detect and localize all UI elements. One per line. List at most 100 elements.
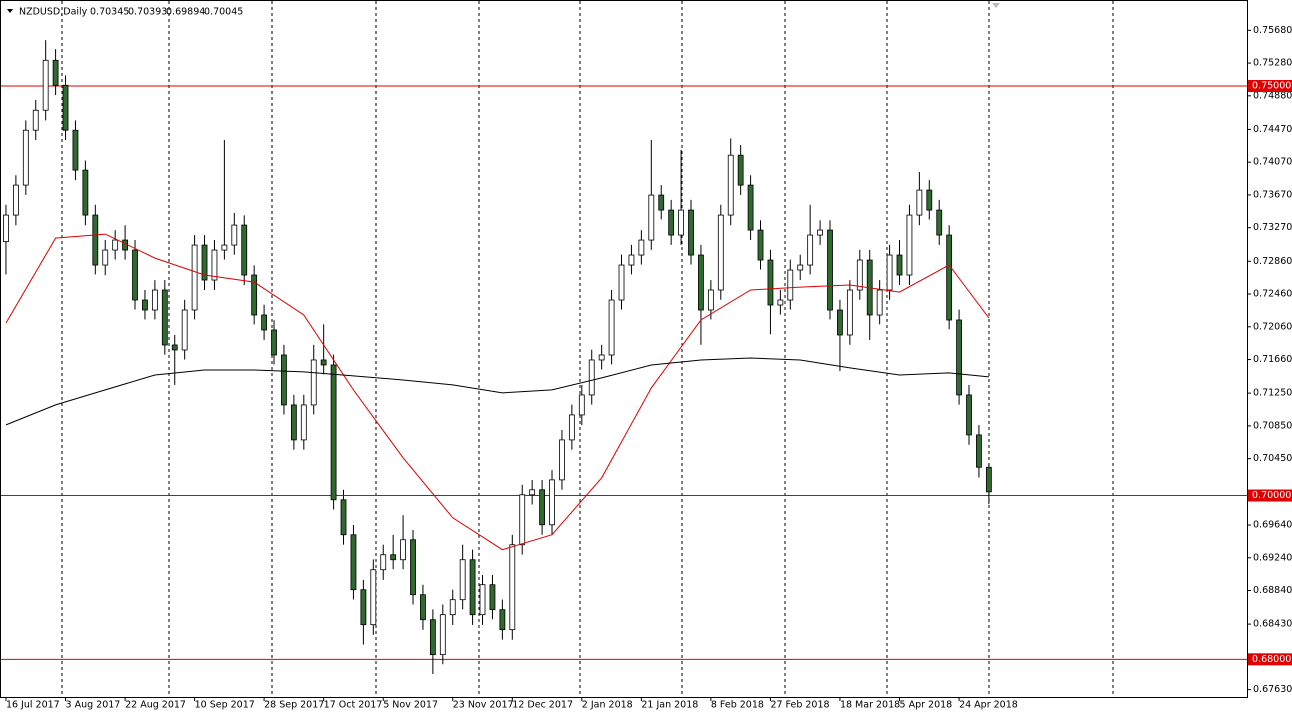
candle-body (956, 319, 962, 396)
candle-body (618, 264, 625, 301)
candle-body (966, 394, 972, 436)
candle-body (151, 289, 158, 311)
candle-body (985, 466, 992, 493)
y-tick-label: 0.70850 (1253, 420, 1292, 431)
candle-body (638, 239, 645, 256)
candle-body (539, 489, 545, 526)
candle-body (390, 554, 397, 561)
level-label-box (1248, 489, 1292, 502)
x-tick-label: 21 Jan 2018 (641, 700, 698, 711)
candle-body (807, 234, 814, 266)
candle-body (161, 289, 168, 346)
candle-body (469, 559, 476, 616)
shift-marker (992, 3, 1000, 8)
candle-body (608, 299, 615, 356)
candle-body (549, 479, 555, 526)
level-label: 0.68000 (1252, 654, 1291, 665)
candle-body (787, 269, 794, 301)
candle-body (52, 59, 59, 86)
candle-body (578, 394, 585, 416)
candle-body (499, 609, 506, 631)
x-tick-label: 22 Aug 2017 (125, 700, 186, 711)
candle-body (658, 194, 665, 211)
y-tick-label: 0.71660 (1253, 354, 1292, 365)
candle-body (856, 259, 863, 291)
candle-body (22, 129, 29, 186)
header-low: 0.69894 (166, 7, 205, 18)
candle-body (42, 59, 49, 111)
candle-body (92, 214, 99, 266)
x-tick-label: 28 Sep 2017 (264, 700, 324, 711)
y-tick-label: 0.72060 (1253, 321, 1292, 332)
x-tick-label: 5 Apr 2018 (900, 700, 953, 711)
y-tick-label: 0.74470 (1253, 124, 1292, 135)
candle-body (727, 154, 734, 216)
candle-body (231, 224, 238, 246)
candle-body (559, 439, 565, 481)
x-tick-label: 2 Jan 2018 (582, 700, 633, 711)
candle-body (340, 499, 347, 536)
candle-body (12, 184, 19, 216)
candle-body (429, 619, 436, 656)
candle-body (876, 289, 883, 316)
plot-frame (0, 0, 1248, 698)
candle-body (310, 359, 317, 406)
candle-body (479, 584, 486, 616)
candle-body (598, 354, 605, 361)
candle-body (3, 214, 9, 243)
x-tick-label: 5 Nov 2017 (383, 700, 438, 711)
x-tick-label: 24 Apr 2018 (959, 700, 1018, 711)
y-tick-label: 0.73270 (1253, 222, 1292, 233)
candle-body (767, 259, 774, 306)
candle-body (817, 229, 823, 236)
candle-body (777, 299, 784, 306)
symbol: NZDUSD,Daily (19, 7, 88, 18)
candle-body (320, 359, 327, 366)
candle-body (529, 489, 536, 496)
candle-body (648, 194, 655, 241)
candle-body (846, 289, 853, 336)
candle-body (886, 254, 893, 291)
candle-body (936, 209, 943, 236)
y-tick-label: 0.67630 (1253, 684, 1292, 695)
candle-body (171, 344, 178, 351)
y-tick-label: 0.68840 (1253, 585, 1292, 596)
y-tick-label: 0.71250 (1253, 388, 1292, 399)
moving-average (5, 233, 990, 551)
candle-body (142, 299, 148, 311)
x-tick-label: 17 Oct 2017 (324, 700, 383, 711)
candle-body (410, 539, 416, 596)
candle-body (439, 614, 446, 656)
candle-body (261, 314, 267, 331)
x-tick-label: 12 Dec 2017 (512, 700, 573, 711)
candle-body (747, 184, 754, 231)
candle-body (757, 229, 764, 261)
candle-body (350, 534, 357, 591)
y-tick-label: 0.75280 (1253, 58, 1292, 69)
candle-body (132, 249, 138, 301)
candle-body (32, 109, 39, 131)
header-high: 0.70393 (128, 7, 167, 18)
candle-body (201, 244, 208, 281)
moving-average (5, 357, 989, 426)
x-tick-label: 16 Jul 2017 (6, 700, 60, 711)
candle-body (72, 129, 79, 171)
x-tick-label: 10 Sep 2017 (195, 700, 255, 711)
candle-body (449, 599, 456, 616)
candle-body (737, 154, 744, 186)
candle-body (896, 254, 903, 276)
candle-body (330, 364, 337, 501)
candle-body (102, 249, 109, 266)
candle-body (916, 189, 923, 216)
y-tick-label: 0.75680 (1253, 25, 1292, 36)
candle-body (837, 309, 843, 336)
y-tick-label: 0.68430 (1253, 619, 1292, 630)
candle-body (827, 229, 833, 311)
level-label-box (1248, 79, 1292, 92)
y-tick-label: 0.69240 (1253, 552, 1292, 563)
candle-body (946, 234, 953, 321)
candle-body (271, 329, 277, 356)
x-tick-label: 8 Feb 2018 (711, 700, 764, 711)
candle-body (707, 289, 714, 311)
